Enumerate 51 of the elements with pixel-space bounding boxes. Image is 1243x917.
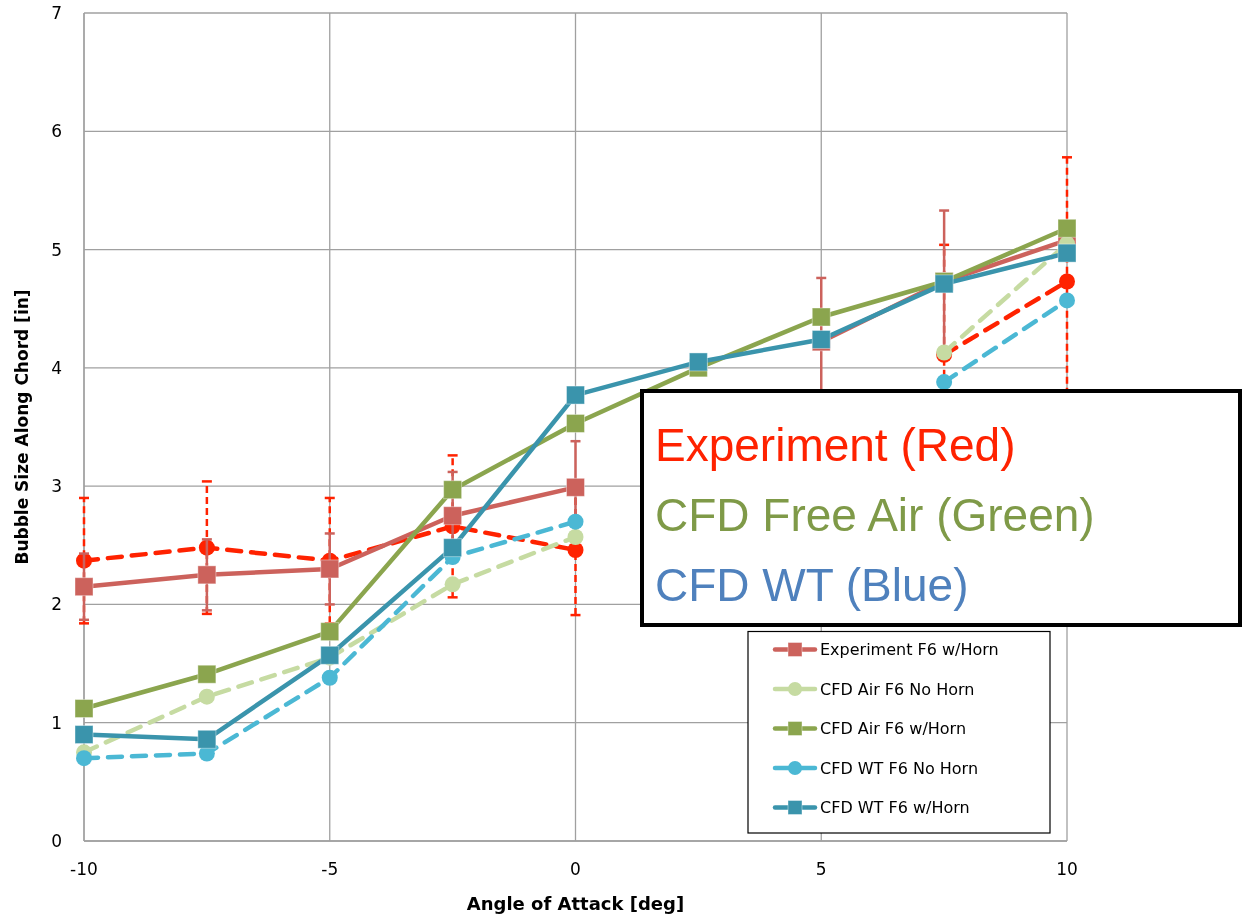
legend-label: CFD Air F6 No Horn xyxy=(820,679,975,699)
point xyxy=(320,559,340,579)
annotation: CFD WT (Blue) xyxy=(655,559,969,612)
x-tick-label: 5 xyxy=(815,859,827,879)
point xyxy=(443,480,463,500)
point xyxy=(566,413,585,433)
point xyxy=(688,352,708,372)
point xyxy=(74,577,94,597)
y-tick-label: 7 xyxy=(51,2,62,23)
point xyxy=(197,565,217,585)
legend-label: CFD WT F6 No Horn xyxy=(820,758,979,778)
point xyxy=(320,645,340,665)
point xyxy=(74,725,94,745)
y-tick-label: 2 xyxy=(51,594,62,615)
point xyxy=(566,477,585,497)
point xyxy=(1059,292,1075,309)
point xyxy=(567,529,584,546)
point xyxy=(1057,218,1077,238)
point xyxy=(936,374,953,391)
point xyxy=(811,307,831,327)
point xyxy=(443,538,463,558)
point xyxy=(198,688,215,705)
y-tick-label: 6 xyxy=(51,121,62,142)
x-tick-label: 10 xyxy=(1056,859,1078,879)
point xyxy=(443,506,463,526)
point xyxy=(197,664,217,684)
x-tick-label: 0 xyxy=(570,859,581,879)
point xyxy=(76,750,92,767)
y-tick-label: 0 xyxy=(51,830,62,851)
point xyxy=(320,622,340,642)
y-tick-label: 5 xyxy=(51,239,62,260)
x-axis-title: Angle of Attack [deg] xyxy=(466,893,685,914)
annotation: CFD Free Air (Green) xyxy=(655,489,1095,542)
y-tick-label: 4 xyxy=(51,357,62,378)
y-axis-title: Bubble Size Along Chord [in] xyxy=(12,289,32,565)
point xyxy=(197,729,217,749)
annotation: Experiment (Red) xyxy=(655,419,1016,472)
y-tick-label: 3 xyxy=(51,476,62,497)
point xyxy=(444,576,461,593)
legend-label: CFD WT F6 w/Horn xyxy=(820,798,970,818)
x-tick-label: -5 xyxy=(321,859,339,879)
point xyxy=(74,699,94,719)
point xyxy=(566,385,585,405)
y-tick-label: 1 xyxy=(51,712,62,733)
point xyxy=(1057,243,1077,263)
legend-label: CFD Air F6 w/Horn xyxy=(820,719,967,739)
legend-label: Experiment F6 w/Horn xyxy=(820,640,999,660)
point xyxy=(321,669,338,686)
x-tick-label: -10 xyxy=(70,859,98,879)
point xyxy=(1059,273,1075,290)
point xyxy=(567,513,584,530)
